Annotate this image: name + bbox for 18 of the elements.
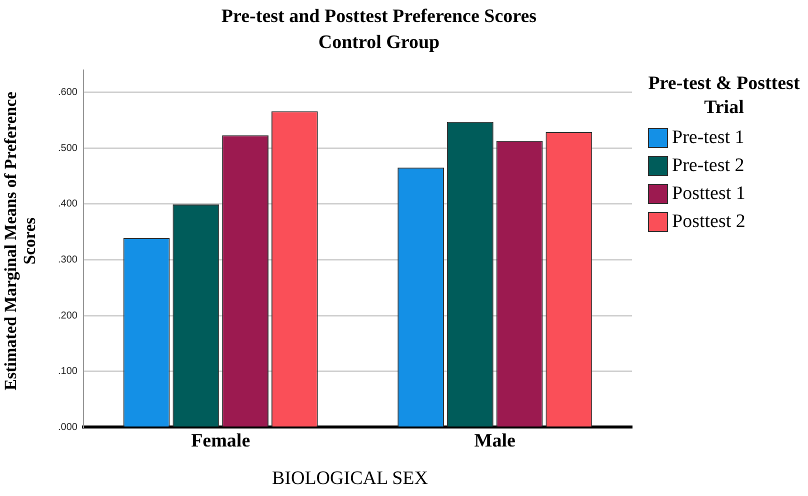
x-tick-label: Female bbox=[191, 430, 250, 452]
x-tick-label: Male bbox=[474, 430, 516, 452]
y-tick-label: .600 bbox=[58, 87, 78, 98]
legend-label: Pre-test 1 bbox=[672, 127, 744, 149]
y-tick-label: .500 bbox=[58, 142, 78, 154]
y-tick-label: .100 bbox=[58, 366, 78, 378]
chart-title: Pre-test and Posttest Preference Scores bbox=[220, 5, 538, 29]
y-tick-label: .300 bbox=[58, 254, 78, 266]
y-tick-label: .200 bbox=[58, 310, 78, 322]
legend-label: Posttest 2 bbox=[672, 211, 746, 233]
chart-subtitle: Control Group bbox=[317, 31, 441, 55]
legend-label: Pre-test 2 bbox=[672, 155, 744, 177]
y-tick-label: .000 bbox=[58, 422, 78, 433]
y-axis-title: Estimated Marginal Means of Preference Scores bbox=[1, 90, 39, 392]
legend-label: Posttest 1 bbox=[672, 183, 746, 205]
x-axis-title: BIOLOGICAL SEX bbox=[270, 468, 430, 490]
y-tick-label: .400 bbox=[58, 198, 78, 210]
legend-title: Pre-test & Posttest Trial bbox=[647, 72, 801, 120]
